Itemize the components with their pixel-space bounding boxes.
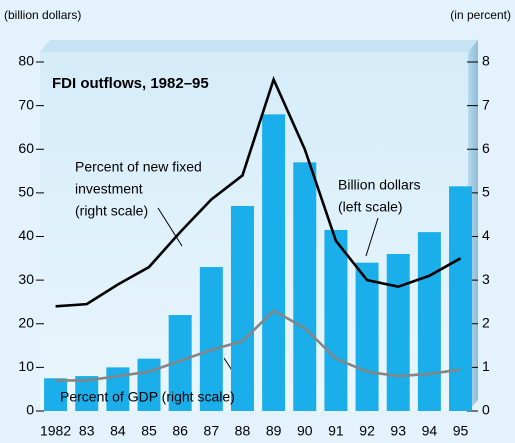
annotation: (right scale)	[75, 203, 148, 219]
bar	[449, 186, 473, 411]
annotation: (left scale)	[338, 199, 403, 215]
leader-line	[157, 207, 183, 247]
y-tick-label: 50	[18, 184, 34, 200]
bar	[355, 262, 379, 411]
bar	[417, 232, 441, 411]
x-tick-label: 88	[235, 423, 251, 439]
x-tick-label: 91	[328, 423, 344, 439]
x-tick-label: 87	[204, 423, 220, 439]
y-tick-label: 20	[18, 314, 34, 330]
y2-tick-label: 7	[482, 96, 490, 112]
bar	[324, 229, 348, 411]
bar	[386, 253, 410, 411]
y2-tick-label: 3	[482, 271, 490, 287]
panel-top	[40, 40, 478, 52]
x-tick-label: 90	[297, 423, 313, 439]
y2-axis-label: (in percent)	[450, 8, 511, 22]
y-tick-label: 30	[18, 271, 34, 287]
y2-tick-label: 2	[482, 314, 490, 330]
annotation: Percent of GDP (right scale)	[60, 389, 235, 405]
bar	[75, 376, 99, 411]
x-tick-label: 94	[422, 423, 438, 439]
x-tick-label: 85	[141, 423, 157, 439]
annotation: Percent of new fixed	[75, 159, 202, 175]
y2-tick-label: 4	[482, 227, 490, 243]
y2-tick-label: 0	[482, 402, 490, 418]
x-tick-label: 1982	[40, 423, 71, 439]
x-tick-label: 93	[390, 423, 406, 439]
x-tick-label: 84	[110, 423, 126, 439]
bar	[44, 378, 68, 411]
y2-tick-label: 1	[482, 358, 490, 374]
y-tick-label: 10	[18, 358, 34, 374]
annotation: investment	[75, 181, 143, 197]
leader-line	[365, 217, 379, 257]
bar	[199, 267, 223, 411]
x-tick-label: 92	[359, 423, 375, 439]
y-tick-label: 70	[18, 96, 34, 112]
y2-tick-label: 5	[482, 184, 490, 200]
bar	[106, 367, 130, 411]
y-axis-label: (billion dollars)	[4, 8, 81, 22]
y2-tick-label: 6	[482, 140, 490, 156]
y2-tick-label: 8	[482, 53, 490, 69]
x-tick-label: 83	[79, 423, 95, 439]
y-tick-label: 80	[18, 53, 34, 69]
y-tick-label: 40	[18, 227, 34, 243]
x-tick-label: 86	[172, 423, 188, 439]
x-tick-label: 89	[266, 423, 282, 439]
x-tick-label: 95	[453, 423, 469, 439]
bar	[168, 315, 192, 411]
chart-title: FDI outflows, 1982–95	[52, 75, 209, 92]
bar	[262, 114, 286, 411]
y-tick-label: 60	[18, 140, 34, 156]
bar	[230, 205, 254, 411]
annotation: Billion dollars	[338, 177, 420, 193]
line	[55, 309, 461, 382]
y-tick-label: 0	[26, 402, 34, 418]
line	[55, 75, 462, 308]
bar	[293, 162, 317, 411]
